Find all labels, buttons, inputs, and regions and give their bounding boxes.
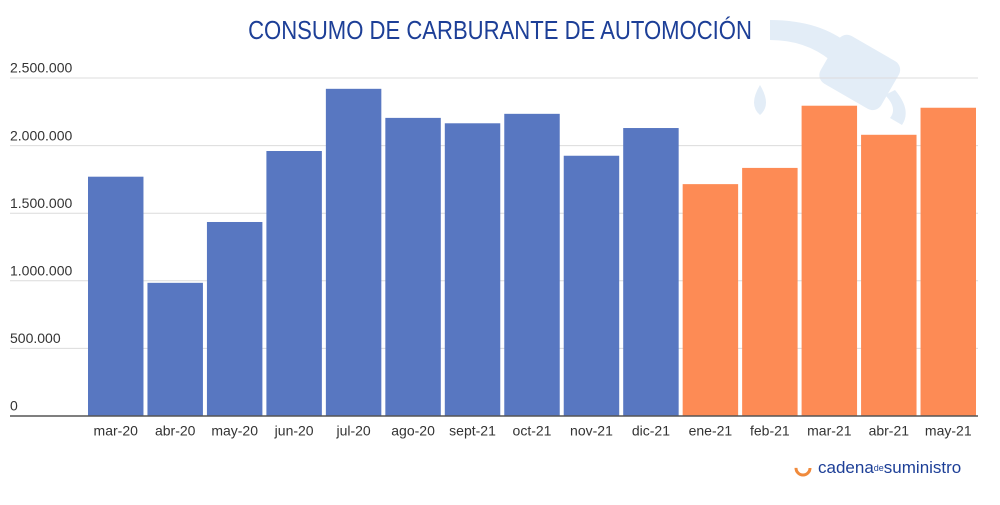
y-tick-label: 2.500.000	[10, 60, 72, 76]
logo-part: de	[874, 463, 884, 473]
bar	[861, 134, 917, 416]
chart-title: CONSUMO DE CARBURANTE DE AUTOMOCIÓN	[248, 16, 752, 45]
x-tick-label: jul-20	[335, 423, 370, 439]
y-tick-label: 1.000.000	[10, 263, 72, 279]
bar	[563, 155, 620, 417]
logo-part: suministro	[884, 458, 961, 477]
bar	[623, 128, 679, 417]
logo-text: cadenadesuministro	[818, 458, 961, 477]
bar	[88, 176, 144, 416]
x-tick-label: dic-21	[632, 423, 670, 439]
bar	[742, 167, 798, 416]
x-tick-label: ene-21	[689, 423, 733, 439]
x-tick-label: abr-21	[869, 423, 910, 439]
bar	[325, 88, 382, 416]
bar	[920, 107, 976, 416]
y-tick-label: 2.000.000	[10, 127, 72, 143]
x-tick-label: may-21	[925, 423, 972, 439]
y-tick-label: 1.500.000	[10, 195, 72, 211]
x-tick-label: sept-21	[449, 423, 496, 439]
bar	[801, 105, 858, 416]
bar	[504, 113, 560, 416]
logo: cadenadesuministro	[794, 458, 961, 477]
logo-mark	[794, 459, 812, 477]
x-tick-label: feb-21	[750, 423, 790, 439]
x-tick-label: nov-21	[570, 423, 613, 439]
bar	[682, 184, 739, 416]
x-tick-label: oct-21	[513, 423, 552, 439]
bar	[444, 123, 501, 417]
bar	[206, 221, 263, 416]
x-tick-label: mar-20	[94, 423, 139, 439]
x-tick-label: ago-20	[391, 423, 435, 439]
x-tick-label: may-20	[211, 423, 258, 439]
bar	[385, 117, 441, 416]
pump-icon	[754, 20, 906, 125]
y-tick-label: 0	[10, 398, 18, 414]
x-tick-label: mar-21	[807, 423, 852, 439]
x-tick-label: jun-20	[274, 423, 314, 439]
bar	[147, 282, 203, 416]
logo-part: cadena	[818, 458, 874, 477]
bar	[266, 151, 322, 416]
y-tick-label: 500.000	[10, 330, 61, 346]
x-tick-label: abr-20	[155, 423, 196, 439]
